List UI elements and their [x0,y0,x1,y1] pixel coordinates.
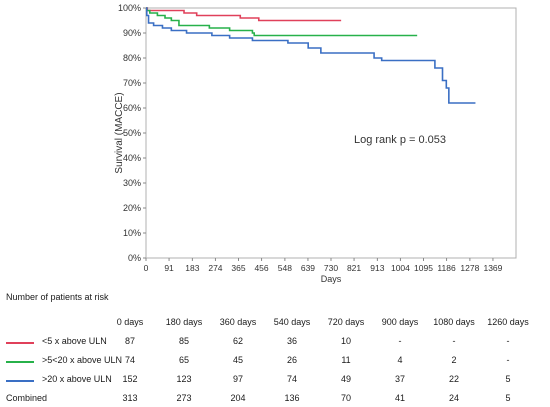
risk-header-cell: 0 days [116,317,144,327]
x-tick-label: 821 [347,263,361,273]
risk-value-cell: 22 [448,374,459,384]
risk-value-cell: 5 [505,374,511,384]
risk-value-cell: 74 [124,355,135,365]
x-tick-label: 274 [208,263,222,273]
risk-value-cell: 10 [340,336,351,346]
x-tick-label: 0 [144,263,149,273]
y-tick-label: 90% [123,28,141,38]
x-tick-label: 365 [231,263,245,273]
y-tick-label: 0% [128,253,141,263]
risk-value-cell: 5 [505,393,511,403]
x-tick-label: 91 [164,263,174,273]
risk-value-cell: 204 [230,393,246,403]
risk-value-cell: 123 [176,374,192,384]
risk-table-title: Number of patients at risk [6,292,109,302]
risk-value-cell: 85 [178,336,189,346]
risk-value-cell: 2 [451,355,457,365]
x-axis-label: Days [321,274,342,284]
x-axis-ticks: 0 91 183 274 365 456 548 639 730 821 913 1004 1095 11… [144,258,503,273]
risk-value-cell: 136 [284,393,300,403]
risk-value-cell: 37 [394,374,405,384]
log-rank-annotation: Log rank p = 0.053 [354,134,446,146]
plot-area [145,7,517,259]
legend-line-swatch [6,342,34,344]
risk-value-cell: 45 [232,355,243,365]
x-tick-label: 639 [301,263,315,273]
survival-curve-1 [146,7,342,22]
risk-value-cell: 87 [124,336,135,346]
x-tick-label: 730 [324,263,338,273]
risk-row-label: <5 x above ULN [42,336,107,346]
risk-value-cell: 36 [286,336,297,346]
risk-value-cell: 97 [232,374,243,384]
risk-header-cell: 720 days [327,317,365,327]
y-tick-label: 10% [123,228,141,238]
survival-curve-2 [145,7,418,37]
risk-value-cell: - [452,336,456,346]
risk-row: >5<20 x above ULN 74 65 45 26 11 4 2 - [0,355,550,369]
x-tick-label: 913 [370,263,384,273]
risk-row: <5 x above ULN 87 85 62 36 10 - - - [0,336,550,350]
risk-value-cell: 41 [394,393,405,403]
y-axis-label: Survival (MACCE) [114,92,125,173]
risk-row: >20 x above ULN 152 123 97 74 49 37 22 5 [0,374,550,388]
x-tick-label: 1278 [460,263,479,273]
survival-curve-3 [145,7,476,104]
risk-value-cell: 11 [341,355,351,365]
risk-combined-label: Combined [6,393,48,403]
risk-value-cell: - [506,336,510,346]
risk-header-cell: 900 days [381,317,419,327]
x-tick-label: 1186 [437,263,456,273]
x-tick-label: 183 [185,263,199,273]
x-tick-label: 456 [254,263,268,273]
risk-header-cell: 360 days [219,317,257,327]
y-tick-label: 100% [118,3,141,13]
risk-value-cell: - [398,336,402,346]
risk-value-cell: - [506,355,510,365]
risk-value-cell: 26 [286,355,297,365]
x-tick-label: 1095 [414,263,433,273]
risk-header-cell: 1260 days [487,317,529,327]
risk-value-cell: 273 [176,393,192,403]
legend-line-swatch [6,361,34,363]
y-tick-label: 40% [123,153,141,163]
risk-value-cell: 152 [122,374,138,384]
y-tick-label: 80% [123,53,141,63]
survival-chart: 0% 10% 20% 30% 40% 50% 60% 70% 80% 90% 100% 0 91 183… [114,3,517,284]
x-tick-label: 1004 [391,263,410,273]
x-tick-label: 1369 [483,263,502,273]
risk-value-cell: 62 [232,336,243,346]
risk-value-cell: 49 [340,374,351,384]
risk-header-cell: 540 days [273,317,311,327]
legend-line-swatch [6,380,34,382]
risk-value-cell: 74 [286,374,297,384]
risk-value-cell: 313 [122,393,138,403]
y-tick-label: 20% [123,203,141,213]
risk-header-cell: 1080 days [433,317,475,327]
y-axis-ticks: 0% 10% 20% 30% 40% 50% 60% 70% 80% 90% 100% [118,3,146,263]
risk-value-cell: 65 [178,355,189,365]
risk-value-cell: 24 [448,393,459,403]
y-tick-label: 70% [123,78,141,88]
y-tick-label: 50% [123,128,141,138]
x-tick-label: 548 [278,263,292,273]
survival-curves [145,7,476,104]
risk-row-combined: Combined 313 273 204 136 70 41 24 5 [0,393,550,407]
risk-row-label: >5<20 x above ULN [42,355,123,365]
risk-value-cell: 4 [397,355,403,365]
risk-header-cell: 180 days [165,317,203,327]
y-tick-label: 60% [123,103,141,113]
y-tick-label: 30% [123,178,141,188]
risk-row-label: >20 x above ULN [42,374,112,384]
risk-value-cell: 70 [340,393,351,403]
